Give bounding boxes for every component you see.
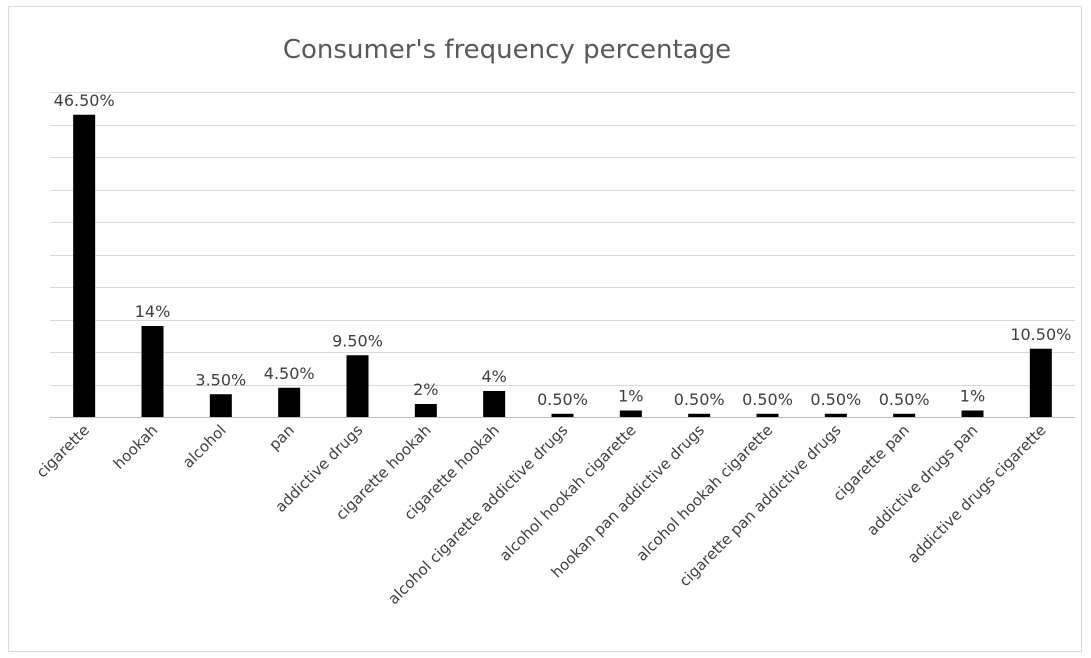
data-label: 0.50% <box>537 390 588 409</box>
data-label: 4.50% <box>264 364 315 383</box>
category-tick-label: alcohol hookah cigarette <box>496 421 640 565</box>
category-tick-label: pan <box>265 421 298 454</box>
category-tick-labels: cigarette hookah alcohol pan addictive drugs… <box>33 421 1050 608</box>
data-label: 0.50% <box>742 390 793 409</box>
bar <box>209 394 232 417</box>
bars <box>73 114 1052 417</box>
data-label: 1% <box>618 387 643 406</box>
bar <box>688 413 711 417</box>
data-label: 1% <box>960 387 985 406</box>
bar <box>141 326 164 417</box>
data-label: 14% <box>135 302 171 321</box>
category-tick-label: addictive drugs pan <box>863 421 981 539</box>
category-tick-label: cigarette <box>33 421 93 481</box>
data-labels: 46.50% 14% 3.50% 4.50% 9.50% 2% 4% 0.50% 1% 0.50%… <box>54 91 1072 409</box>
bar <box>1029 348 1052 417</box>
data-label: 46.50% <box>54 91 115 110</box>
data-label: 0.50% <box>674 390 725 409</box>
bar <box>346 355 369 417</box>
gridlines <box>50 92 1075 418</box>
bar <box>483 391 506 417</box>
bar <box>961 410 984 417</box>
data-label: 10.50% <box>1010 325 1071 344</box>
bar <box>893 413 916 417</box>
bar <box>551 413 574 417</box>
bar <box>756 413 779 417</box>
bar <box>824 413 847 417</box>
category-tick-label: addictive drugs cigarette <box>904 421 1050 567</box>
category-tick-label: hookah <box>110 421 162 473</box>
bar <box>414 404 437 417</box>
category-tick-label: alcohol <box>179 421 230 472</box>
category-tick-label: alcohol hookah cigarette <box>633 421 777 565</box>
data-label: 3.50% <box>195 370 246 389</box>
data-label: 0.50% <box>879 390 930 409</box>
bar <box>73 114 96 417</box>
chart-title: Consumer's frequency percentage <box>283 35 731 65</box>
chart-frame <box>8 6 1082 652</box>
data-label: 9.50% <box>332 331 383 350</box>
data-label: 0.50% <box>810 390 861 409</box>
bar <box>278 387 301 417</box>
data-label: 4% <box>481 367 506 386</box>
bar <box>619 410 642 417</box>
data-label: 2% <box>413 380 438 399</box>
